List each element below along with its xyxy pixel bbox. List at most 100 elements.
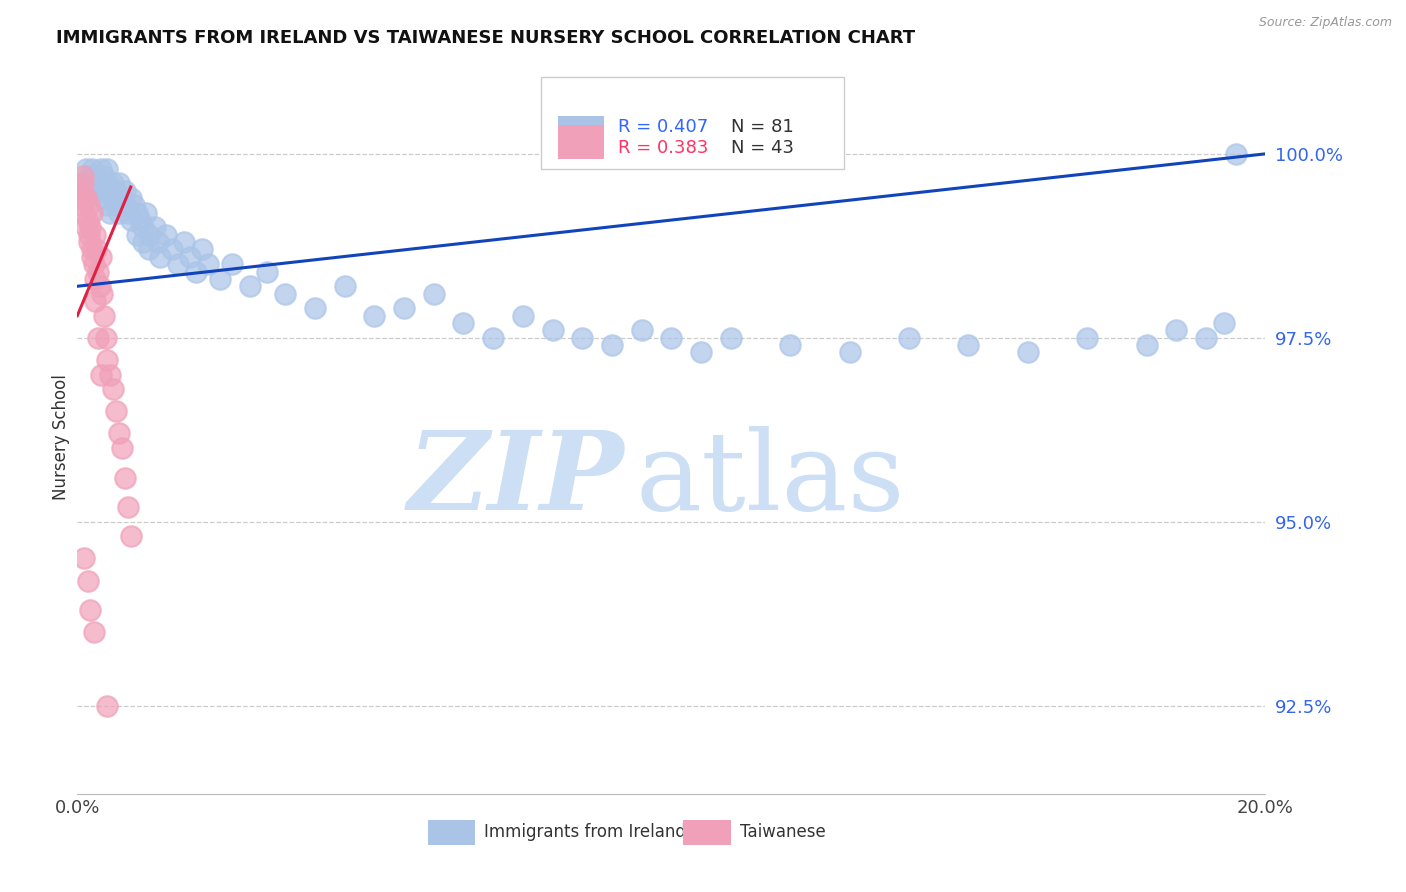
Point <box>125 205 148 219</box>
Point <box>87 264 110 278</box>
Text: Source: ZipAtlas.com: Source: ZipAtlas.com <box>1258 16 1392 29</box>
Point <box>77 213 100 227</box>
Point <box>104 404 127 418</box>
Point <box>120 213 142 227</box>
Point <box>90 161 112 176</box>
Point <box>83 625 105 640</box>
Text: ZIP: ZIP <box>408 426 624 533</box>
Point <box>898 331 921 345</box>
Text: N = 43: N = 43 <box>731 139 794 157</box>
Point <box>84 184 107 198</box>
Point <box>146 235 169 249</box>
Point <box>83 257 105 271</box>
Point <box>1195 331 1218 345</box>
Point <box>101 382 124 396</box>
Point <box>256 264 278 278</box>
Point <box>779 338 801 352</box>
Point <box>155 227 177 242</box>
Point <box>191 243 214 257</box>
FancyBboxPatch shape <box>427 821 475 846</box>
Point <box>75 191 97 205</box>
Point <box>72 176 94 190</box>
Point <box>131 220 153 235</box>
Point <box>84 227 107 242</box>
Point <box>79 603 101 617</box>
Point <box>77 198 100 212</box>
Point <box>98 184 121 198</box>
Point <box>392 301 415 316</box>
FancyBboxPatch shape <box>683 821 731 846</box>
Point <box>333 279 356 293</box>
Point <box>96 161 118 176</box>
Point <box>101 191 124 205</box>
Point <box>114 198 136 212</box>
Point <box>117 205 139 219</box>
Point <box>94 331 117 345</box>
Point <box>125 227 148 242</box>
Point <box>720 331 742 345</box>
Point <box>72 169 94 183</box>
Point <box>117 500 139 514</box>
Point <box>571 331 593 345</box>
Point <box>482 331 505 345</box>
Point <box>82 243 104 257</box>
Point <box>108 426 131 441</box>
Point <box>89 279 111 293</box>
Point <box>208 272 231 286</box>
Point <box>143 220 166 235</box>
Point <box>75 220 97 235</box>
Point <box>75 161 97 176</box>
Point <box>1076 331 1098 345</box>
Point <box>73 205 96 219</box>
Point <box>77 574 100 588</box>
Point <box>69 184 91 198</box>
Point <box>1225 146 1247 161</box>
Point <box>82 176 104 190</box>
Point <box>149 250 172 264</box>
Text: Taiwanese: Taiwanese <box>741 823 825 841</box>
Point <box>111 441 134 455</box>
Point <box>90 250 112 264</box>
Point <box>70 198 93 212</box>
Point <box>690 345 713 359</box>
Point <box>75 191 97 205</box>
Point <box>1017 345 1039 359</box>
Text: R = 0.407: R = 0.407 <box>617 118 709 136</box>
Point <box>93 169 115 183</box>
Point <box>90 184 112 198</box>
FancyBboxPatch shape <box>558 125 603 159</box>
Point <box>1212 316 1234 330</box>
Text: N = 81: N = 81 <box>731 118 793 136</box>
Point <box>93 309 115 323</box>
Point <box>239 279 262 293</box>
Point <box>423 286 446 301</box>
Point <box>72 176 94 190</box>
Text: IMMIGRANTS FROM IRELAND VS TAIWANESE NURSERY SCHOOL CORRELATION CHART: IMMIGRANTS FROM IRELAND VS TAIWANESE NUR… <box>56 29 915 46</box>
Point <box>108 205 131 219</box>
Point <box>86 243 108 257</box>
Point <box>274 286 297 301</box>
Point <box>128 213 150 227</box>
Point <box>104 184 127 198</box>
Point <box>957 338 980 352</box>
Text: R = 0.383: R = 0.383 <box>617 139 709 157</box>
Y-axis label: Nursery School: Nursery School <box>52 374 70 500</box>
FancyBboxPatch shape <box>541 77 844 169</box>
Point <box>120 191 142 205</box>
Point <box>90 368 112 382</box>
Point <box>91 286 114 301</box>
Point <box>96 198 118 212</box>
Point <box>84 293 107 308</box>
Point <box>82 161 104 176</box>
Point <box>98 205 121 219</box>
Point <box>838 345 860 359</box>
Point <box>1166 323 1188 337</box>
Point <box>82 205 104 219</box>
Point <box>79 220 101 235</box>
Point <box>114 470 136 484</box>
Point <box>138 243 160 257</box>
Point <box>120 529 142 543</box>
Point <box>600 338 623 352</box>
Point <box>512 309 534 323</box>
Point <box>96 176 118 190</box>
